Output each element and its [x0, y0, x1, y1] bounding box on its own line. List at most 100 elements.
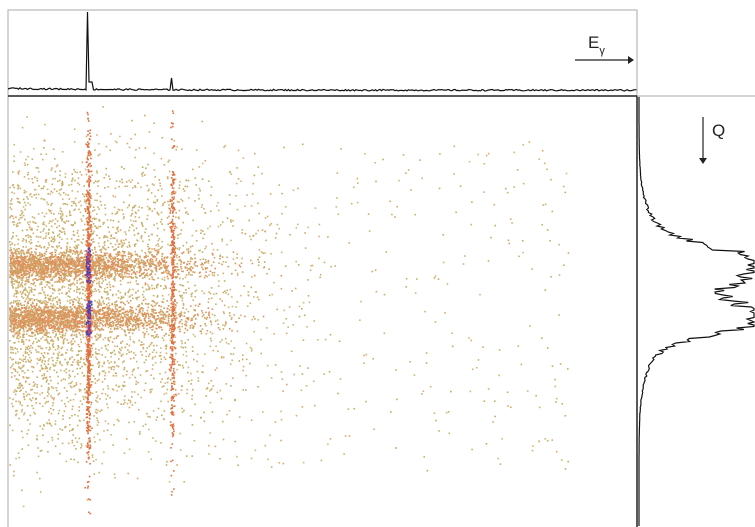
event-dot — [108, 267, 111, 269]
event-dot — [151, 263, 154, 265]
event-dot — [318, 223, 321, 226]
event-dot — [187, 366, 190, 369]
event-dot — [51, 340, 54, 342]
event-dot — [58, 266, 61, 268]
event-dot — [121, 246, 123, 248]
event-dot — [230, 340, 233, 342]
event-dot — [35, 265, 38, 267]
event-dot — [433, 412, 436, 414]
event-dot — [11, 191, 13, 194]
event-dot — [100, 302, 102, 305]
event-dot — [160, 211, 163, 214]
event-dot — [59, 265, 61, 267]
event-dot — [72, 224, 74, 226]
event-dot — [90, 291, 93, 293]
event-dot — [156, 253, 158, 256]
event-dot — [24, 289, 26, 291]
event-dot — [161, 386, 164, 388]
event-dot — [151, 316, 154, 318]
event-dot — [127, 349, 129, 351]
event-dot — [202, 371, 204, 374]
event-dot — [47, 360, 50, 362]
event-dot — [67, 194, 69, 196]
event-dot — [187, 179, 190, 182]
event-dot — [165, 286, 167, 288]
event-dot — [57, 338, 59, 340]
event-dot — [113, 267, 116, 269]
event-dot — [57, 256, 60, 258]
event-dot — [15, 307, 18, 310]
event-dot — [17, 261, 20, 264]
event-dot — [40, 292, 42, 295]
event-dot — [188, 271, 190, 274]
event-dot — [104, 207, 107, 210]
event-dot — [176, 263, 179, 265]
event-dot — [17, 332, 19, 334]
event-dot — [116, 212, 118, 215]
event-dot — [63, 338, 65, 341]
event-dot — [52, 178, 54, 180]
event-dot — [37, 213, 40, 215]
event-dot — [278, 227, 280, 230]
event-dot — [62, 251, 64, 254]
event-dot — [201, 204, 203, 206]
event-dot — [180, 267, 183, 270]
event-dot — [105, 263, 108, 266]
event-dot — [141, 354, 143, 356]
event-dot — [102, 300, 105, 302]
event-dot — [280, 251, 283, 254]
event-dot — [19, 256, 22, 259]
event-dot — [13, 470, 15, 473]
event-dot — [16, 336, 19, 338]
event-dot — [17, 184, 19, 186]
event-dot — [92, 241, 94, 243]
event-dot — [102, 267, 104, 270]
event-dot — [130, 255, 132, 258]
event-dot — [36, 274, 39, 276]
event-dot — [45, 325, 47, 328]
event-dot — [13, 317, 16, 319]
event-dot — [146, 303, 149, 306]
event-dot — [70, 204, 73, 207]
event-dot — [72, 263, 75, 265]
event-dot — [111, 264, 114, 267]
event-dot — [12, 265, 15, 268]
event-dot — [31, 258, 34, 261]
event-dot — [78, 345, 81, 348]
event-dot — [126, 185, 129, 188]
event-dot — [57, 354, 60, 357]
event-dot — [224, 144, 227, 147]
event-dot — [214, 445, 217, 448]
event-dot — [111, 365, 114, 368]
event-dot — [528, 141, 531, 143]
event-dot — [113, 261, 116, 264]
event-dot — [133, 229, 135, 232]
event-dot — [26, 433, 28, 435]
event-dot — [27, 393, 29, 396]
event-dot — [133, 391, 136, 393]
event-dot — [138, 262, 141, 264]
event-dot — [32, 232, 35, 235]
event-dot — [43, 228, 45, 230]
event-dot — [120, 264, 122, 266]
event-dot — [57, 353, 59, 355]
event-dot — [163, 276, 166, 279]
event-dot — [184, 267, 187, 269]
event-dot — [145, 256, 147, 258]
event-dot — [151, 321, 153, 323]
event-dot — [11, 221, 14, 223]
event-dot — [438, 187, 441, 190]
event-dot — [542, 204, 545, 206]
event-dot — [22, 376, 25, 379]
event-dot — [28, 339, 31, 342]
event-dot — [39, 266, 42, 268]
event-dot — [190, 415, 192, 417]
event-dot — [200, 232, 202, 234]
event-dot — [78, 299, 80, 302]
event-dot — [124, 268, 127, 270]
event-dot — [131, 328, 134, 331]
event-dot — [67, 442, 70, 445]
event-dot — [10, 276, 13, 279]
event-dot — [130, 307, 133, 309]
event-dot — [120, 341, 122, 344]
